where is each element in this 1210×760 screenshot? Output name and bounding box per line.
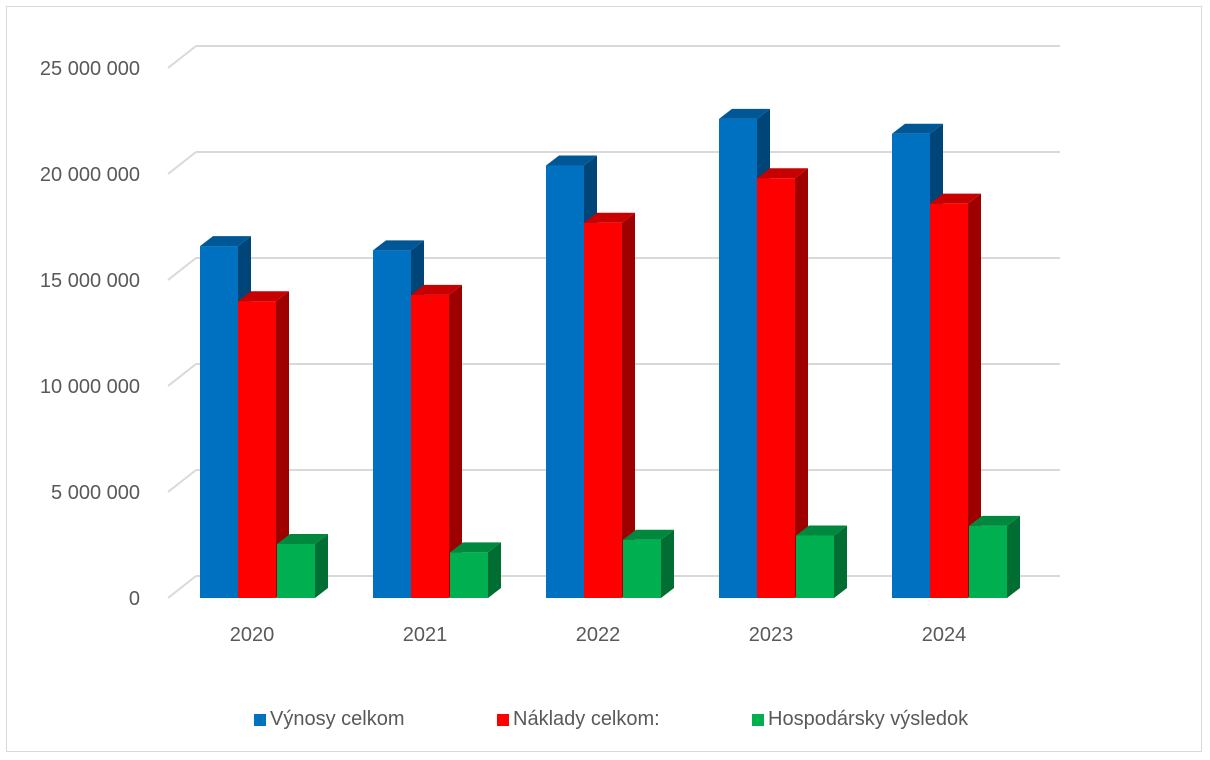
bar-front	[757, 178, 795, 599]
y-tick-label: 25 000 000	[40, 58, 140, 80]
bar-side	[622, 212, 635, 598]
y-tick-label: 15 000 000	[40, 270, 140, 292]
x-axis-ticks: 2020 2021 2022 2023 2024	[230, 624, 967, 646]
gridline-diagonal	[167, 257, 197, 281]
legend-item-naklady: Náklady celkom:	[497, 708, 660, 731]
bar-top	[373, 240, 424, 251]
y-tick-label: 10 000 000	[40, 376, 140, 398]
bar-side	[834, 525, 847, 598]
legend-swatch-naklady	[497, 713, 509, 726]
legend-item-hospodarsky: Hospodársky výsledok	[752, 708, 968, 731]
bar-front	[969, 525, 1007, 598]
bar-side	[795, 168, 808, 599]
bar-2020-2	[277, 533, 328, 598]
bar-top	[450, 542, 501, 553]
bar-side	[968, 193, 981, 598]
legend: Výnosy celkom Náklady celkom: Hospodársk…	[0, 708, 1210, 736]
bar-side	[661, 529, 674, 598]
bar-side	[488, 542, 501, 598]
bar-top	[719, 108, 770, 119]
bar-front	[584, 222, 622, 598]
bar-top	[411, 284, 462, 295]
bar-2020-1	[238, 291, 289, 598]
bar-front	[373, 250, 411, 598]
x-tick-label: 2021	[403, 624, 448, 646]
bar-front	[892, 133, 930, 598]
legend-label-vynosy: Výnosy celkom	[270, 708, 405, 730]
legend-swatch-hospodarsky	[752, 713, 764, 726]
y-tick-label: 20 000 000	[40, 164, 140, 186]
bar-side	[315, 533, 328, 598]
legend-label-hospodarsky: Hospodársky výsledok	[768, 708, 969, 730]
bar-top	[238, 291, 289, 302]
bar-top	[969, 515, 1020, 526]
bar-top	[892, 123, 943, 134]
bar-side	[276, 291, 289, 598]
bar-front	[450, 552, 488, 598]
bar-top	[584, 212, 635, 223]
bar-top	[546, 155, 597, 166]
y-tick-label: 0	[129, 588, 140, 610]
bar-2024-2	[969, 515, 1020, 598]
bar-top	[796, 525, 847, 536]
x-tick-label: 2022	[576, 624, 621, 646]
bar-front	[623, 539, 661, 598]
bar-top	[930, 193, 981, 204]
x-tick-label: 2020	[230, 624, 275, 646]
bar-top	[757, 168, 808, 179]
bar-top	[623, 529, 674, 540]
gridline-diagonal	[167, 469, 197, 493]
bar-front	[546, 165, 584, 598]
y-axis-ticks: 0 5 000 000 10 000 000 15 000 000 20 000 000…	[40, 58, 140, 610]
x-tick-label: 2024	[922, 624, 967, 646]
x-tick-label: 2023	[749, 624, 794, 646]
bar-2021-1	[411, 284, 462, 598]
bar-front	[719, 118, 757, 598]
gridline-diagonal	[167, 45, 197, 69]
legend-swatch-vynosy	[254, 713, 266, 726]
gridline-diagonal	[167, 363, 197, 387]
bar-front	[411, 294, 449, 598]
bar-top	[277, 533, 328, 544]
gridline-diagonal	[167, 575, 197, 599]
legend-item-vynosy: Výnosy celkom	[254, 708, 405, 731]
bar-2022-2	[623, 529, 674, 598]
bar-front	[930, 203, 968, 598]
bar-top	[200, 236, 251, 247]
bar-2022-1	[584, 212, 635, 598]
y-tick-label: 5 000 000	[51, 482, 140, 504]
bar-2021-2	[450, 542, 501, 598]
bar-front	[277, 543, 315, 598]
bar-front	[238, 301, 276, 598]
bar-front	[200, 246, 238, 598]
bar-side	[1007, 515, 1020, 598]
bar-front	[796, 535, 834, 598]
gridline-diagonal	[167, 151, 197, 175]
bars	[200, 108, 1020, 599]
bar-2023-1	[757, 168, 808, 599]
bar-2024-1	[930, 193, 981, 598]
legend-label-naklady: Náklady celkom:	[513, 708, 660, 730]
bar-2023-2	[796, 525, 847, 598]
bar-side	[449, 284, 462, 598]
